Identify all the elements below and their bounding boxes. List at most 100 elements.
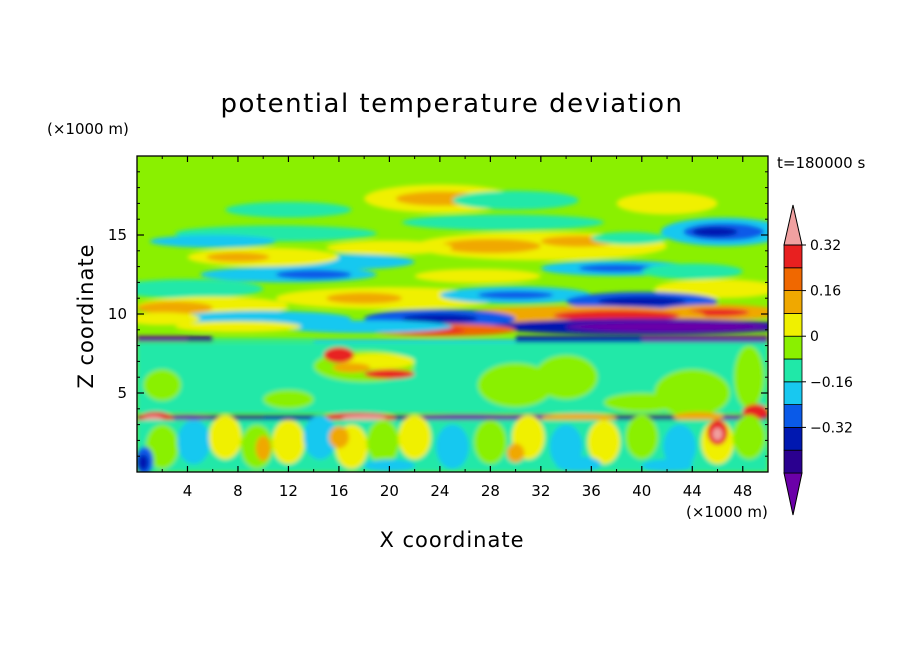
- contour-blob: [566, 321, 768, 332]
- y-axis-unit: (×1000 m): [47, 120, 129, 138]
- contour-blob: [145, 424, 179, 469]
- contour-blob: [436, 424, 469, 469]
- contour-blob: [553, 310, 680, 322]
- contour-blob: [587, 419, 621, 465]
- time-label: t=180000 s: [777, 154, 865, 172]
- colorbar-segment: [783, 267, 803, 291]
- contour-blob: [663, 424, 697, 469]
- contour-blob: [177, 419, 211, 465]
- x-tick-label: 24: [430, 482, 449, 500]
- contour-blob: [303, 415, 337, 460]
- x-tick-label: 48: [733, 482, 752, 500]
- contour-blob: [534, 355, 598, 400]
- colorbar: 0.32 0.16 0 −0.16 −0.32: [783, 204, 853, 516]
- x-tick-label: 20: [380, 482, 399, 500]
- colorbar-segment: [783, 335, 803, 360]
- x-tick-label: 40: [632, 482, 651, 500]
- contour-blob: [616, 192, 718, 215]
- contour-band: [212, 338, 314, 342]
- contour-blob: [206, 252, 270, 262]
- x-axis-unit: (×1000 m): [686, 503, 768, 521]
- contour-blob: [414, 268, 541, 284]
- contour-blob: [326, 240, 453, 255]
- contour-blob: [641, 459, 693, 472]
- colorbar-segment: [783, 358, 803, 383]
- contour-blob: [591, 231, 668, 245]
- contour-blob: [477, 362, 554, 408]
- contour-blob: [673, 411, 724, 422]
- contour-blob: [439, 238, 541, 254]
- x-tick-label: 32: [531, 482, 550, 500]
- plot-area: [137, 156, 768, 472]
- chart-title: potential temperature deviation: [221, 89, 684, 119]
- contour-blob: [174, 321, 302, 333]
- x-axis: 4 8 12 16 20 24 28 32 36 40 44 48: [161, 156, 752, 500]
- contour-blob: [398, 415, 432, 460]
- contour-blob: [452, 190, 579, 210]
- contour-blob: [364, 459, 415, 472]
- contour-blob: [733, 345, 765, 409]
- contour-blob: [137, 279, 264, 299]
- contour-blob: [323, 347, 355, 363]
- colorbar-segment: [783, 404, 803, 428]
- contour-blob: [402, 314, 478, 324]
- y-axis-label: Z coordinate: [74, 243, 98, 388]
- contour-blob: [555, 456, 602, 472]
- contour-blob: [138, 454, 149, 471]
- contour-blob: [208, 415, 242, 460]
- contour-blob: [143, 369, 182, 401]
- contour-band: [263, 415, 339, 420]
- contour-blob: [149, 235, 276, 248]
- contour-blob: [712, 427, 723, 441]
- contour-blob: [402, 214, 604, 231]
- x-tick-label: 4: [183, 482, 193, 500]
- colorbar-tick-label: −0.32: [810, 420, 853, 436]
- x-tick-label: 44: [683, 482, 702, 500]
- y-tick-label: 15: [108, 226, 127, 244]
- colorbar-min-triangle: [783, 472, 803, 516]
- contour-blob: [692, 227, 738, 237]
- contour-blob: [162, 414, 213, 421]
- y-tick-label: 10: [108, 305, 127, 323]
- contour-blob: [332, 362, 371, 373]
- contour-blob: [255, 435, 271, 461]
- colorbar-segment: [783, 426, 803, 451]
- colorbar-segment: [783, 290, 803, 314]
- contour-blob: [506, 443, 525, 463]
- contour-blob: [263, 389, 314, 409]
- contour-blob: [641, 263, 743, 280]
- contour-blob: [477, 291, 554, 299]
- contour-blob: [603, 393, 680, 412]
- contour-blob: [272, 419, 305, 465]
- contour-blob: [402, 414, 529, 421]
- contour-band: [313, 339, 516, 343]
- x-tick-label: 8: [233, 482, 243, 500]
- colorbar-tick-label: 0.16: [810, 284, 841, 300]
- colorbar-segment: [783, 381, 803, 405]
- contour-blob: [578, 264, 655, 273]
- contour-blob: [275, 269, 352, 280]
- contour-blob: [275, 320, 453, 333]
- colorbar-tick-label: 0.32: [810, 238, 841, 254]
- contour-blob: [597, 296, 686, 307]
- contour-field: [137, 184, 768, 472]
- contour-band: [137, 337, 188, 341]
- x-tick-label: 12: [279, 482, 298, 500]
- contour-blob: [364, 369, 415, 379]
- x-tick-label: 28: [481, 482, 500, 500]
- colorbar-tick-label: 0: [810, 329, 819, 345]
- colorbar-max-triangle: [783, 204, 803, 246]
- contour-blob: [366, 419, 400, 465]
- contour-blob: [625, 415, 659, 460]
- contour-blob: [473, 419, 507, 465]
- colorbar-segment: [783, 312, 803, 337]
- contour-blob: [732, 415, 766, 460]
- contour-blob: [137, 301, 213, 314]
- contour-blob: [225, 201, 352, 218]
- contour-band: [641, 336, 768, 342]
- x-tick-label: 36: [582, 482, 601, 500]
- colorbar-segment: [783, 244, 803, 269]
- contour-blob: [328, 426, 350, 449]
- y-tick-label: 5: [117, 384, 127, 402]
